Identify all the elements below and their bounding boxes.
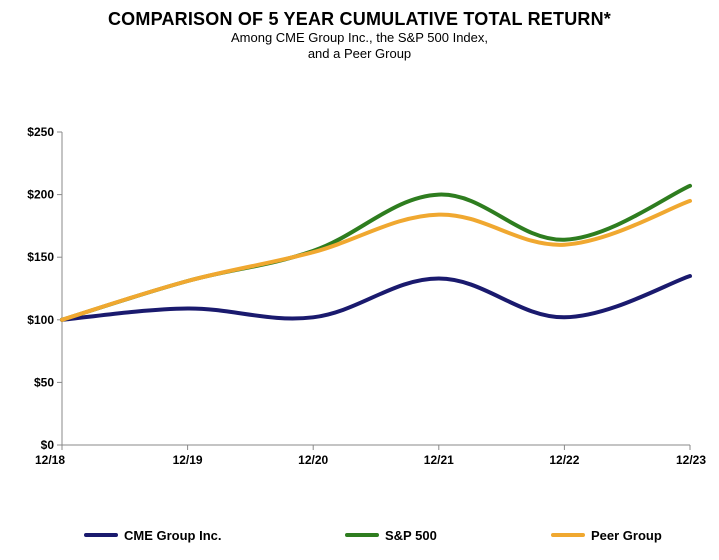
- tick-labels: $0 $50 $100 $150 $200 $250 12/18 12/19 12/20 12/2…: [27, 125, 706, 467]
- legend: CME Group Inc. S&P 500 Peer Group: [0, 525, 719, 545]
- line-chart: $0 $50 $100 $150 $200 $250 12/18 12/19 12/20 12/2…: [27, 125, 706, 467]
- series-line-1: [60, 183, 692, 322]
- legend-item: S&P 500: [345, 525, 437, 545]
- legend-swatch: [84, 533, 118, 537]
- y-tick-label: $50: [34, 375, 54, 389]
- legend-swatch: [345, 533, 379, 537]
- series-line-0: [60, 274, 692, 322]
- y-tick-label: $100: [27, 313, 54, 327]
- x-tick-label: 12/18: [35, 453, 65, 467]
- legend-item: Peer Group: [551, 525, 662, 545]
- chart-subtitle: Among CME Group Inc., the S&P 500 Index,…: [0, 30, 719, 62]
- y-tick-label: $150: [27, 250, 54, 264]
- legend-label: CME Group Inc.: [124, 527, 222, 543]
- legend-label: S&P 500: [385, 527, 437, 543]
- y-tick-label: $250: [27, 125, 54, 139]
- x-tick-label: 12/19: [173, 453, 203, 467]
- legend-item: CME Group Inc.: [84, 525, 222, 545]
- y-tick-label: $0: [41, 438, 55, 452]
- x-tick-label: 12/21: [424, 453, 454, 467]
- y-tick-label: $200: [27, 188, 54, 202]
- series-line-2: [60, 198, 692, 322]
- x-tick-label: 12/23: [676, 453, 706, 467]
- legend-swatch: [551, 533, 585, 537]
- x-tick-label: 12/22: [549, 453, 579, 467]
- subtitle-line-1: Among CME Group Inc., the S&P 500 Index,: [230, 30, 488, 45]
- axes: [57, 131, 691, 450]
- legend-label: Peer Group: [591, 527, 662, 543]
- series-lines: [60, 183, 692, 322]
- chart-title: COMPARISON OF 5 YEAR CUMULATIVE TOTAL RE…: [107, 9, 612, 29]
- subtitle-line-2: and a Peer Group: [307, 46, 412, 61]
- x-tick-label: 12/20: [298, 453, 328, 467]
